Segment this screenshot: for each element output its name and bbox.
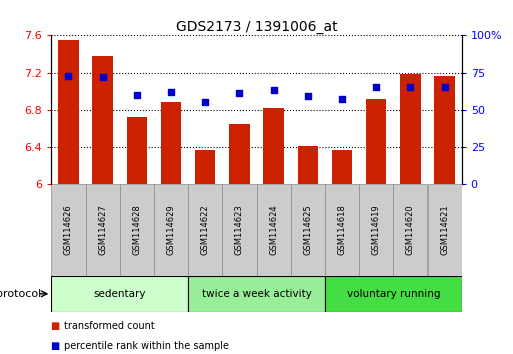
Bar xyxy=(263,108,284,184)
Point xyxy=(167,89,175,95)
Point xyxy=(133,92,141,98)
Bar xyxy=(359,184,393,276)
Bar xyxy=(161,102,181,184)
Text: GSM114624: GSM114624 xyxy=(269,205,278,256)
Bar xyxy=(435,76,455,184)
Point xyxy=(269,87,278,93)
Text: GSM114618: GSM114618 xyxy=(338,205,346,256)
Text: GSM114625: GSM114625 xyxy=(303,205,312,256)
Text: ■: ■ xyxy=(51,321,64,331)
Text: GSM114623: GSM114623 xyxy=(235,205,244,256)
Text: GSM114628: GSM114628 xyxy=(132,205,141,256)
Bar xyxy=(127,117,147,184)
Text: GSM114627: GSM114627 xyxy=(98,205,107,256)
Point xyxy=(304,93,312,99)
Bar xyxy=(298,146,318,184)
Point xyxy=(338,97,346,102)
Point xyxy=(406,85,415,90)
Text: percentile rank within the sample: percentile rank within the sample xyxy=(64,341,229,350)
Text: sedentary: sedentary xyxy=(93,289,146,299)
Text: GSM114629: GSM114629 xyxy=(167,205,175,256)
Bar xyxy=(291,184,325,276)
Text: GSM114620: GSM114620 xyxy=(406,205,415,256)
Text: GSM114619: GSM114619 xyxy=(372,205,381,256)
Text: protocol: protocol xyxy=(0,289,41,299)
Text: voluntary running: voluntary running xyxy=(347,289,440,299)
Bar xyxy=(366,99,386,184)
Text: GSM114622: GSM114622 xyxy=(201,205,210,256)
Bar xyxy=(325,184,359,276)
Point xyxy=(235,91,244,96)
Text: transformed count: transformed count xyxy=(64,321,155,331)
Bar xyxy=(120,184,154,276)
Bar xyxy=(229,124,250,184)
Point xyxy=(372,85,380,90)
Bar xyxy=(256,184,291,276)
Point xyxy=(98,74,107,80)
Point xyxy=(441,85,449,90)
Bar xyxy=(188,276,325,312)
Text: ■: ■ xyxy=(51,341,64,350)
Bar xyxy=(188,184,222,276)
Text: GSM114626: GSM114626 xyxy=(64,205,73,256)
Bar xyxy=(332,150,352,184)
Bar xyxy=(51,276,188,312)
Bar xyxy=(86,184,120,276)
Bar xyxy=(325,276,462,312)
Bar xyxy=(393,184,427,276)
Bar xyxy=(195,150,215,184)
Bar xyxy=(58,40,78,184)
Point xyxy=(64,73,72,78)
Bar xyxy=(92,56,113,184)
Text: GSM114621: GSM114621 xyxy=(440,205,449,256)
Point xyxy=(201,99,209,105)
Bar xyxy=(51,184,86,276)
Bar xyxy=(154,184,188,276)
Bar xyxy=(400,74,421,184)
Text: twice a week activity: twice a week activity xyxy=(202,289,311,299)
Bar xyxy=(222,184,256,276)
Title: GDS2173 / 1391006_at: GDS2173 / 1391006_at xyxy=(175,21,338,34)
Bar xyxy=(427,184,462,276)
